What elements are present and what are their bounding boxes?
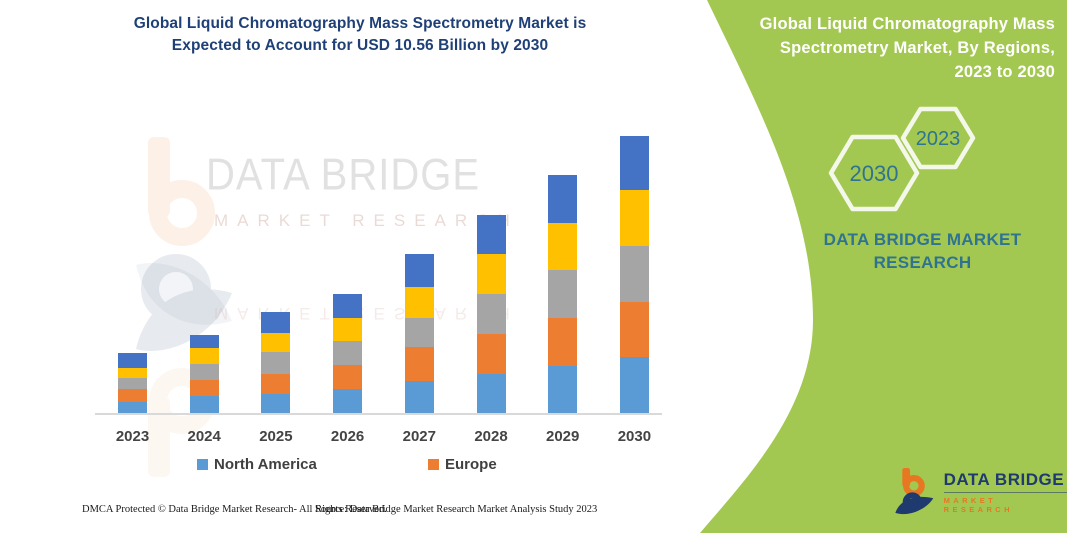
bar-segment <box>619 357 649 413</box>
bar-stack-2028 <box>476 214 506 413</box>
panel-heading: Global Liquid Chromatography Mass Spectr… <box>715 12 1055 84</box>
databridge-logo: DATA BRIDGE MARKET RESEARCH <box>893 466 1067 518</box>
bar-segment <box>118 389 147 403</box>
bar-segment <box>619 301 649 358</box>
logo-name: DATA BRIDGE <box>943 470 1067 493</box>
legend-label-north-america: North America <box>214 456 317 473</box>
panel-brand-text: DATA BRIDGE MARKET RESEARCH <box>823 230 1022 272</box>
x-axis-label: 2028 <box>474 428 508 445</box>
bar-segment <box>404 253 434 287</box>
bar-stack-2023 <box>118 353 147 413</box>
x-axis-label: 2029 <box>546 428 580 445</box>
bar-segment <box>189 396 219 413</box>
bar-segment <box>476 334 506 374</box>
panel-heading-line1: Global Liquid Chromatography Mass <box>759 15 1055 33</box>
x-axis-label: 2026 <box>330 428 365 445</box>
page-title: Global Liquid Chromatography Mass Spectr… <box>95 13 625 57</box>
bar-stack-2026 <box>333 293 363 413</box>
green-panel-shape <box>700 0 1067 533</box>
x-axis-label: 2030 <box>617 428 652 445</box>
bar-segment <box>261 393 291 413</box>
bar-stack-2025 <box>261 312 291 413</box>
bar-segment <box>476 293 506 335</box>
bar-stack-2027 <box>404 253 434 413</box>
bar-segment <box>189 380 219 397</box>
x-axis-label: 2027 <box>402 428 436 445</box>
bar-segment <box>619 136 649 191</box>
hexagon-small-icon <box>900 106 976 170</box>
x-axis-label: 2023 <box>115 428 150 445</box>
x-axis-line <box>95 413 662 415</box>
hex-year-2023: 2023 <box>915 128 961 150</box>
x-axis-label: 2025 <box>259 428 293 445</box>
bar-segment <box>548 222 578 271</box>
bar-segment <box>476 373 506 413</box>
hexagon-large-icon <box>828 134 920 212</box>
panel-heading-line2: Spectrometry Market, By Regions, <box>779 39 1055 57</box>
bar-segment <box>261 351 291 374</box>
bar-segment <box>261 373 291 394</box>
bar-segment <box>118 402 147 413</box>
bar-segment <box>404 347 434 381</box>
bar-segment <box>118 353 147 369</box>
legend-swatch-north-america <box>197 459 208 470</box>
bar-stack-2030 <box>619 136 649 413</box>
bar-segment <box>619 190 649 246</box>
legend-item-north-america: North America <box>197 456 317 473</box>
bar-segment <box>404 286 434 319</box>
bar-segment <box>476 253 506 294</box>
bar-segment <box>118 377 147 390</box>
bar-segment <box>333 365 363 390</box>
logo-sub: MARKET RESEARCH <box>943 496 1013 514</box>
bar-segment <box>476 214 506 254</box>
bar-segment <box>548 270 578 319</box>
footer-dmca-text: DMCA Protected © Data Bridge Market Rese… <box>82 504 387 515</box>
bar-stack-2024 <box>189 335 219 413</box>
bar-segment <box>333 318 363 341</box>
hex-year-2030: 2030 <box>849 161 899 186</box>
bar-segment <box>189 347 219 364</box>
bar-segment <box>619 245 649 302</box>
page-title-line1: Global Liquid Chromatography Mass Spectr… <box>133 15 587 32</box>
legend-label-europe: Europe <box>445 456 497 473</box>
bar-segment <box>404 318 434 348</box>
bar-segment <box>548 366 578 413</box>
bar-segment <box>333 293 363 319</box>
bar-segment <box>548 174 578 223</box>
bar-segment <box>189 363 219 381</box>
legend-swatch-europe <box>428 459 439 470</box>
databridge-logo-icon <box>895 467 934 515</box>
bar-segment <box>261 312 291 333</box>
bar-segment <box>548 318 578 367</box>
footer-source-text: Source: Data Bridge Market Research Mark… <box>315 504 598 515</box>
x-axis-label: 2024 <box>187 428 221 445</box>
bar-segment <box>261 332 291 352</box>
bar-segment <box>333 340 363 366</box>
legend-item-europe: Europe <box>428 456 497 473</box>
bar-segment <box>189 335 219 348</box>
page-title-line2: Expected to Account for USD 10.56 Billio… <box>171 37 549 54</box>
bar-stack-2029 <box>548 174 578 413</box>
bar-segment <box>333 389 363 413</box>
bar-segment <box>118 368 147 378</box>
bar-segment <box>404 381 434 413</box>
panel-heading-line3: 2023 to 2030 <box>954 63 1055 81</box>
